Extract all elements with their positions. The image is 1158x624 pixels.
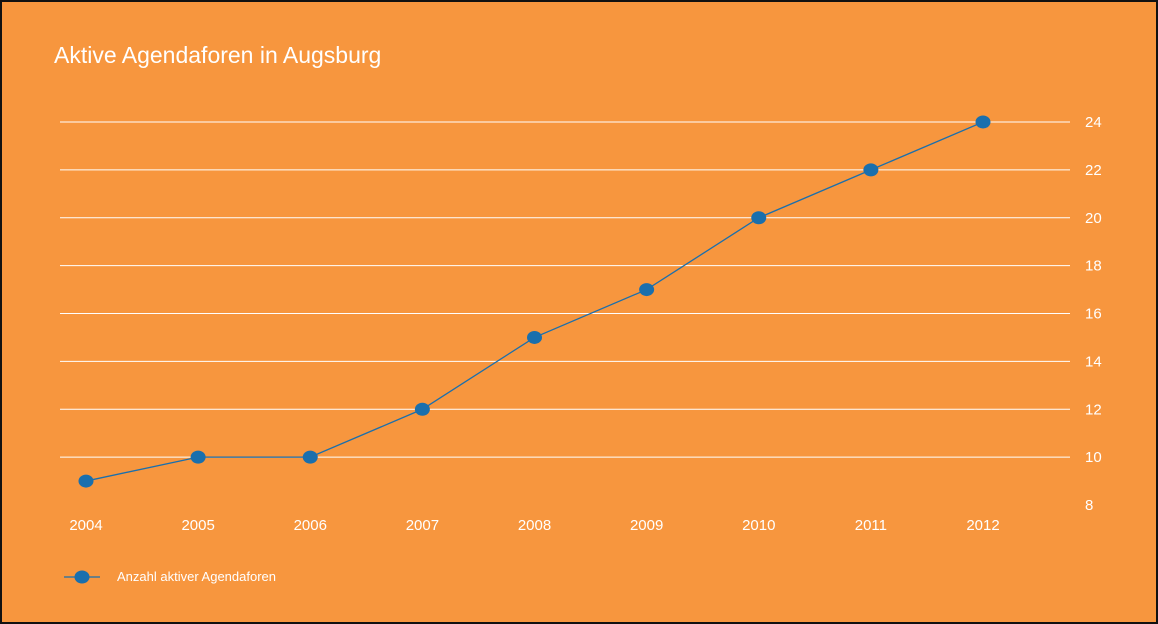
data-point bbox=[751, 211, 767, 225]
y-axis-ticks: 8 10 12 14 16 18 20 22 24 bbox=[1085, 114, 1102, 514]
data-point bbox=[302, 450, 318, 464]
y-tick-label: 10 bbox=[1085, 449, 1102, 466]
grid-lines bbox=[60, 121, 1070, 458]
chart-title: Aktive Agendaforen in Augsburg bbox=[54, 42, 382, 68]
x-tick-label: 2007 bbox=[406, 517, 439, 534]
x-tick-label: 2005 bbox=[181, 517, 214, 534]
y-tick-label: 20 bbox=[1085, 210, 1102, 227]
y-tick-label: 18 bbox=[1085, 258, 1102, 275]
legend-label: Anzahl aktiver Agendaforen bbox=[117, 569, 276, 584]
y-tick-label: 16 bbox=[1085, 306, 1102, 323]
series-layer bbox=[78, 115, 991, 488]
y-tick-label: 8 bbox=[1085, 497, 1093, 514]
y-tick-label: 24 bbox=[1085, 114, 1102, 131]
x-tick-label: 2004 bbox=[69, 517, 102, 534]
y-tick-label: 22 bbox=[1085, 162, 1102, 179]
y-tick-label: 12 bbox=[1085, 401, 1102, 418]
x-tick-label: 2010 bbox=[742, 517, 775, 534]
data-point bbox=[414, 402, 430, 416]
legend-marker bbox=[74, 570, 90, 584]
y-tick-label: 14 bbox=[1085, 353, 1102, 370]
x-tick-label: 2009 bbox=[630, 517, 663, 534]
series-line bbox=[85, 121, 984, 482]
legend: Anzahl aktiver Agendaforen bbox=[64, 569, 276, 584]
data-point bbox=[527, 330, 542, 344]
data-point bbox=[863, 163, 879, 177]
data-point bbox=[78, 474, 94, 488]
x-tick-label: 2011 bbox=[855, 517, 887, 534]
data-point bbox=[190, 450, 206, 464]
data-point bbox=[639, 283, 655, 297]
x-tick-label: 2006 bbox=[294, 517, 327, 534]
x-tick-label: 2012 bbox=[966, 517, 999, 534]
x-axis-ticks: 2004 2005 2006 2007 2008 2009 2010 2011 2012 bbox=[69, 517, 999, 534]
x-tick-label: 2008 bbox=[518, 517, 551, 534]
data-point bbox=[975, 115, 991, 129]
